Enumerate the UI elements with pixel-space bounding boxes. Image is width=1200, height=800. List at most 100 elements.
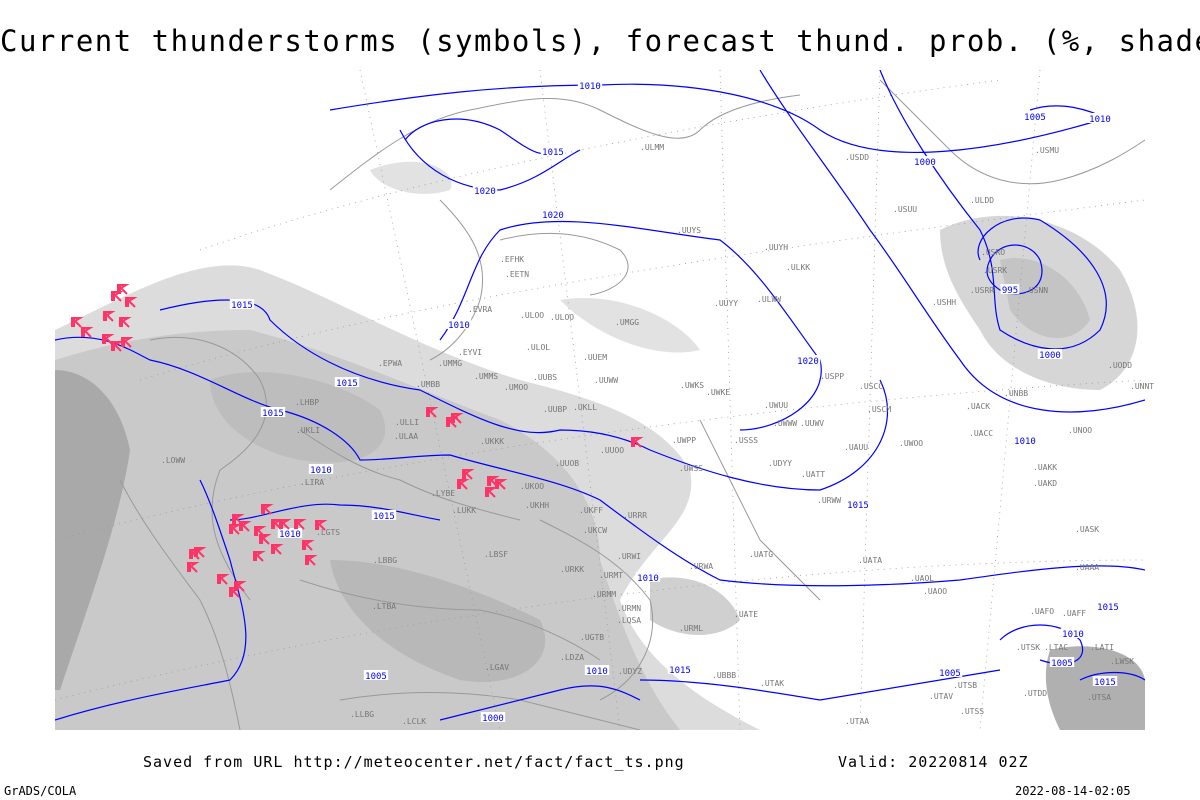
thunderstorm-symbol-icon <box>426 407 439 418</box>
thunderstorm-symbol-icon <box>232 514 245 525</box>
station-label: .UASK <box>1075 525 1099 534</box>
isobar-label: 1010 <box>310 466 332 476</box>
station-label: .USSS <box>734 436 758 445</box>
station-label: .UNNT <box>1130 382 1154 391</box>
station-label: .UUOO <box>600 446 624 455</box>
isobar-label: 1015 <box>669 666 691 676</box>
isobar-label: 1010 <box>448 321 470 331</box>
station-label: .UTSA <box>1087 693 1111 702</box>
station-label: .UTAV <box>929 692 953 701</box>
valid-time-text: Valid: 20220814 02Z <box>838 753 1029 771</box>
isobar-labels: 1010 1015 1020 1015 1020 1015 1015 1010 1010 1015… <box>229 80 1121 724</box>
station-label: .LGAV <box>485 663 509 672</box>
thunderstorm-symbols <box>71 284 644 598</box>
station-label: .URMN <box>617 604 641 613</box>
station-label: .UUYS <box>677 226 701 235</box>
station-label: .USCM <box>867 405 891 414</box>
station-label: .USUU <box>893 205 917 214</box>
station-label: .UAUU <box>844 443 868 452</box>
isobar-label-bg <box>446 319 472 329</box>
thunderstorm-symbol-icon <box>81 327 94 338</box>
isobar-label: 1020 <box>474 187 496 197</box>
isobar-label: 1010 <box>579 82 601 92</box>
station-label: .USCC <box>859 382 883 391</box>
isobar-label: 995 <box>1002 286 1018 296</box>
isobar-label-bg <box>1012 435 1038 445</box>
station-label: .UMMG <box>438 359 462 368</box>
station-label: .USRO <box>981 248 1005 257</box>
station-label: .UNOO <box>1068 426 1092 435</box>
isobar-label: 1010 <box>1089 115 1111 125</box>
isobar-label-bg <box>667 664 693 674</box>
station-label: .URRR <box>623 511 647 520</box>
station-label: .ULDD <box>970 196 994 205</box>
software-credit: GrADS/COLA <box>4 784 77 798</box>
station-label: .UATG <box>749 550 773 559</box>
isobar-label-bg <box>480 712 506 722</box>
station-label: .UKCW <box>583 526 607 535</box>
station-label: .URWI <box>617 552 641 561</box>
station-label: .UTSB <box>953 681 977 690</box>
station-label: .UAFO <box>1030 607 1054 616</box>
station-labels: .ULMM .ULOO .EFHK .EETN .EVRA .ULOO .ULOL .UUEM… <box>161 143 1154 726</box>
station-label: .USRK <box>983 266 1007 275</box>
isobar-label-bg <box>260 407 286 417</box>
thunderstorm-symbol-icon <box>485 487 498 498</box>
station-label: .LDZA <box>560 653 584 662</box>
thunderstorm-symbol-icon <box>194 547 207 558</box>
station-label: .UKLL <box>573 403 597 412</box>
isobar-label-bg <box>845 499 871 509</box>
thunderstorm-symbol-icon <box>111 291 124 302</box>
isobar-label: 1005 <box>1051 659 1073 669</box>
thunderstorm-symbol-icon <box>315 520 328 531</box>
thunderstorm-symbol-icon <box>121 337 134 348</box>
station-label: .LATI <box>1090 643 1114 652</box>
station-label: .UKHH <box>525 501 549 510</box>
station-label: .USMU <box>1035 146 1059 155</box>
station-label: .LGTS <box>316 528 340 537</box>
station-label: .EPWA <box>378 359 402 368</box>
thunderstorm-symbol-icon <box>187 562 200 573</box>
station-label: .UODD <box>1108 361 1132 370</box>
station-label: .UMGG <box>615 318 639 327</box>
station-label: .UWUU <box>764 401 788 410</box>
station-label: .UNBB <box>1004 389 1028 398</box>
map-title: Current thunderstorms (symbols), forecas… <box>0 24 1200 58</box>
isobar-label-bg <box>229 299 255 309</box>
thunderstorm-symbol-icon <box>462 469 475 480</box>
station-label: .UATE <box>734 610 758 619</box>
isobar-label-bg <box>371 510 397 520</box>
isobar-label-bg <box>584 665 610 675</box>
station-label: .EFHK <box>500 255 524 264</box>
station-label: .UWPP <box>672 436 696 445</box>
isobar-label-bg <box>472 185 498 195</box>
thunderstorm-symbol-icon <box>217 574 230 585</box>
isobar-label: 1015 <box>373 512 395 522</box>
isobar-label-bg <box>1060 628 1086 638</box>
station-label: .LIRA <box>300 478 324 487</box>
isobar-label-bg <box>1022 111 1048 121</box>
station-label: .ULOO <box>550 313 574 322</box>
station-label: .UTAA <box>845 717 869 726</box>
thunderstorm-symbol-icon <box>305 555 318 566</box>
isobar-label: 1015 <box>1097 603 1119 613</box>
isobar-label: 1005 <box>365 672 387 682</box>
isobar-label-bg <box>795 355 821 365</box>
station-label: .LOWW <box>161 456 185 465</box>
station-label: .UWSS <box>679 464 703 473</box>
thunderstorm-symbol-icon <box>229 587 242 598</box>
isobar-label-bg <box>363 670 389 680</box>
station-label: .UATA <box>858 556 882 565</box>
station-label: .UDYZ <box>618 667 642 676</box>
isobar-label: 1015 <box>231 301 253 311</box>
station-label: .UUEM <box>583 353 607 362</box>
station-label: .UATT <box>801 470 825 479</box>
thunderstorm-symbol-icon <box>103 311 116 322</box>
station-label: .URML <box>679 624 703 633</box>
station-label: .LBBG <box>373 556 397 565</box>
station-label: .UAOL <box>910 574 934 583</box>
station-label: .UMMS <box>474 372 498 381</box>
isobar-label: 1005 <box>1024 113 1046 123</box>
station-label: .UAKK <box>1033 463 1057 472</box>
